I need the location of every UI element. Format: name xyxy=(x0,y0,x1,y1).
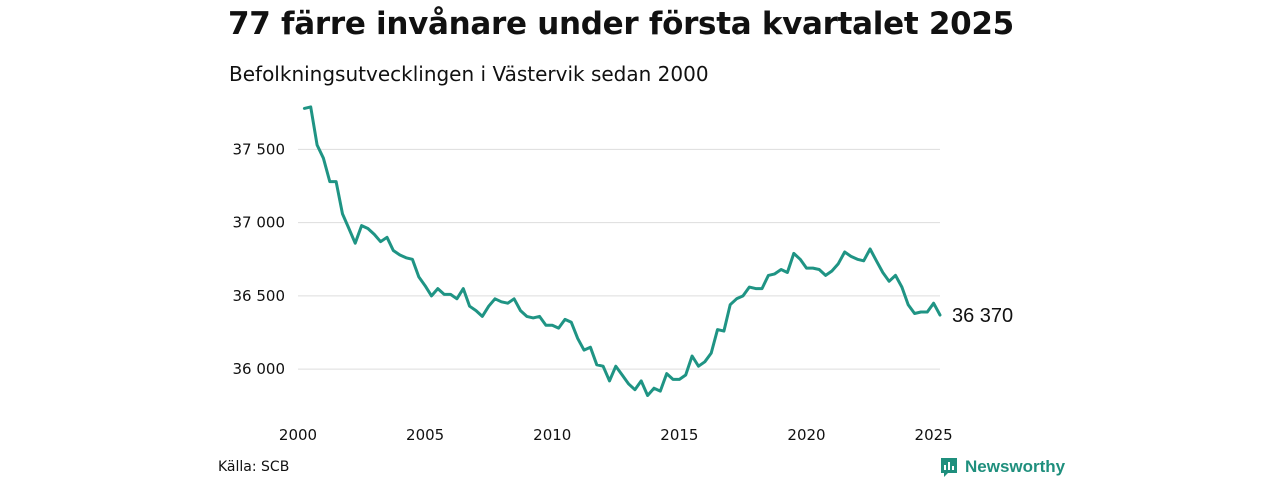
x-tick-label: 2010 xyxy=(533,426,571,444)
y-axis-tick-labels: 36 000 36 500 37 000 37 500 xyxy=(233,140,286,378)
end-label-group: 36 370 xyxy=(952,305,1013,327)
brand-logo[interactable]: Newsworthy xyxy=(939,456,1065,478)
x-tick-label: 2005 xyxy=(406,426,444,444)
newsworthy-logo-icon xyxy=(941,458,957,477)
gridlines xyxy=(298,148,940,370)
series-group xyxy=(302,105,942,397)
y-tick-label: 36 500 xyxy=(233,287,286,305)
x-tick-label: 2000 xyxy=(279,426,317,444)
end-value-label: 36 370 xyxy=(952,305,1013,327)
y-tick-label: 37 500 xyxy=(233,140,286,158)
population-line xyxy=(302,105,942,397)
chart-subtitle: Befolkningsutvecklingen i Västervik seda… xyxy=(229,62,709,86)
x-tick-label: 2015 xyxy=(660,426,698,444)
chart-title: 77 färre invånare under första kvartalet… xyxy=(228,6,1014,42)
brand-name: Newsworthy xyxy=(965,457,1066,476)
x-tick-label: 2020 xyxy=(787,426,825,444)
x-axis-tick-labels: 2000 2005 2010 2015 2020 2025 xyxy=(279,426,953,444)
y-tick-label: 36 000 xyxy=(233,360,286,378)
source-note: Källa: SCB xyxy=(218,459,290,475)
y-tick-label: 37 000 xyxy=(233,214,286,232)
x-tick-label: 2025 xyxy=(915,426,953,444)
